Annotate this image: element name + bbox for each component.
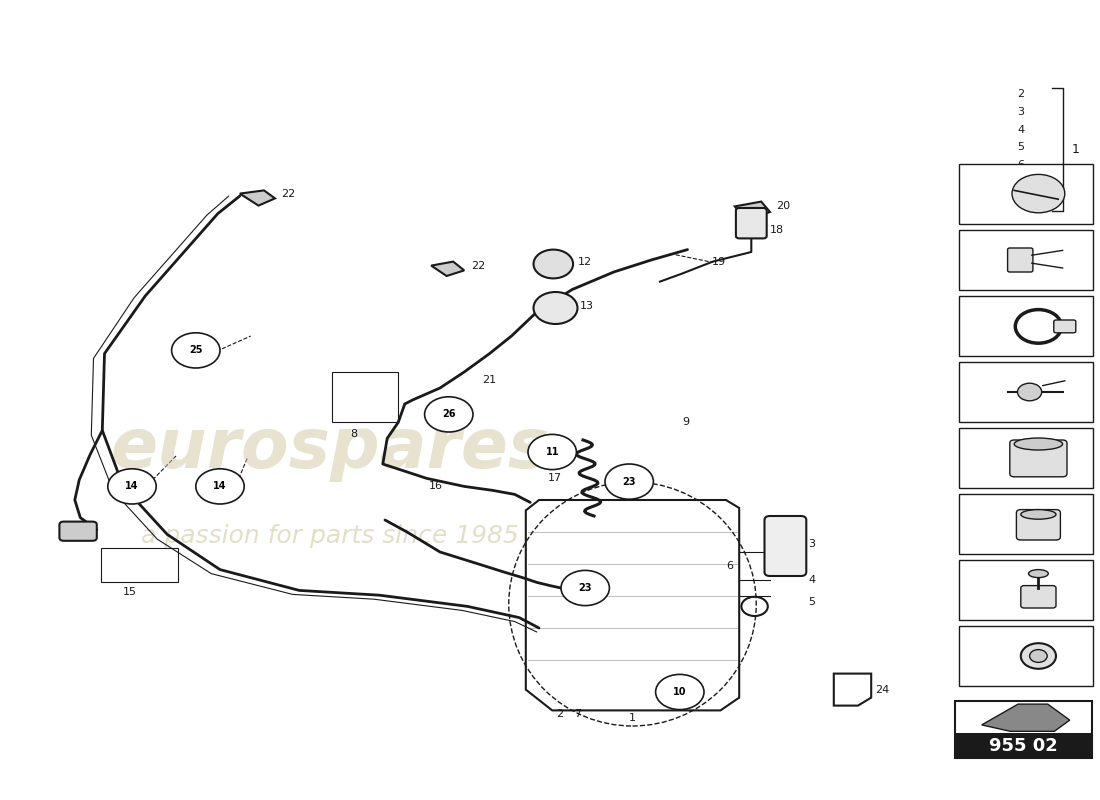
Ellipse shape — [1014, 438, 1063, 450]
Text: 17: 17 — [548, 474, 562, 483]
Text: 1: 1 — [629, 713, 636, 722]
Circle shape — [196, 469, 244, 504]
FancyBboxPatch shape — [1021, 586, 1056, 608]
Circle shape — [172, 333, 220, 368]
Text: 22: 22 — [282, 189, 296, 198]
FancyBboxPatch shape — [1054, 320, 1076, 333]
Text: 16: 16 — [429, 482, 443, 491]
Polygon shape — [431, 262, 464, 276]
FancyBboxPatch shape — [736, 208, 767, 238]
Text: 8: 8 — [351, 429, 358, 438]
Text: 11: 11 — [965, 568, 982, 581]
Circle shape — [561, 570, 609, 606]
Text: 23: 23 — [965, 305, 982, 318]
Text: 9: 9 — [682, 418, 689, 427]
Circle shape — [108, 469, 156, 504]
Text: 16: 16 — [1014, 195, 1027, 205]
Text: 13: 13 — [965, 435, 982, 449]
Text: 23: 23 — [623, 477, 636, 486]
Text: 2: 2 — [557, 709, 563, 718]
Text: 14: 14 — [125, 482, 139, 491]
Text: 12: 12 — [578, 258, 592, 267]
Text: 14: 14 — [965, 370, 982, 383]
Text: 13: 13 — [580, 302, 594, 311]
Ellipse shape — [1028, 570, 1048, 578]
Text: 2: 2 — [1018, 90, 1024, 99]
FancyBboxPatch shape — [955, 733, 1092, 758]
Circle shape — [1021, 643, 1056, 669]
Text: 25: 25 — [189, 346, 202, 355]
Polygon shape — [981, 704, 1069, 731]
FancyBboxPatch shape — [959, 297, 1093, 357]
Text: 10: 10 — [673, 687, 686, 697]
Polygon shape — [240, 190, 275, 206]
Text: 23: 23 — [579, 583, 592, 593]
Text: 4: 4 — [808, 575, 815, 585]
Text: a passion for parts since 1985: a passion for parts since 1985 — [141, 524, 519, 548]
Text: eurospares: eurospares — [110, 414, 550, 482]
FancyBboxPatch shape — [959, 494, 1093, 554]
FancyBboxPatch shape — [764, 516, 806, 576]
FancyBboxPatch shape — [59, 522, 97, 541]
Text: 21: 21 — [482, 375, 496, 385]
Text: 15: 15 — [123, 587, 138, 597]
Circle shape — [425, 397, 473, 432]
FancyBboxPatch shape — [959, 427, 1093, 487]
Circle shape — [1018, 383, 1042, 401]
FancyBboxPatch shape — [959, 362, 1093, 422]
FancyBboxPatch shape — [959, 164, 1093, 223]
Text: 10: 10 — [965, 634, 982, 647]
FancyBboxPatch shape — [1010, 440, 1067, 477]
Text: 4: 4 — [1018, 125, 1024, 134]
Text: 3: 3 — [808, 539, 815, 549]
Text: 5: 5 — [1018, 142, 1024, 152]
Text: 7: 7 — [574, 709, 581, 718]
Circle shape — [534, 292, 578, 324]
Text: 6: 6 — [1018, 160, 1024, 170]
Text: 24: 24 — [876, 685, 890, 694]
Text: 7: 7 — [1018, 178, 1024, 187]
Text: 1: 1 — [1071, 143, 1079, 156]
Text: 22: 22 — [471, 261, 485, 270]
FancyBboxPatch shape — [959, 560, 1093, 619]
FancyBboxPatch shape — [1008, 248, 1033, 272]
FancyBboxPatch shape — [959, 626, 1093, 686]
Ellipse shape — [1021, 510, 1056, 519]
Text: 18: 18 — [770, 225, 784, 234]
Circle shape — [1012, 174, 1065, 213]
FancyBboxPatch shape — [1016, 510, 1060, 540]
Polygon shape — [735, 202, 770, 220]
Circle shape — [534, 250, 573, 278]
Circle shape — [605, 464, 653, 499]
Text: 20: 20 — [777, 202, 791, 211]
FancyBboxPatch shape — [955, 701, 1092, 758]
Circle shape — [528, 434, 576, 470]
Circle shape — [656, 674, 704, 710]
Text: 26: 26 — [442, 410, 455, 419]
Text: 11: 11 — [546, 447, 559, 457]
Text: 6: 6 — [726, 562, 733, 571]
Text: 25: 25 — [965, 238, 982, 251]
Text: 26: 26 — [965, 172, 982, 185]
Text: 955 02: 955 02 — [989, 737, 1058, 754]
FancyBboxPatch shape — [959, 230, 1093, 290]
Text: 12: 12 — [965, 502, 982, 515]
Circle shape — [1030, 650, 1047, 662]
Text: 14: 14 — [213, 482, 227, 491]
Text: 3: 3 — [1018, 107, 1024, 117]
Text: 19: 19 — [712, 258, 726, 267]
Text: 5: 5 — [808, 597, 815, 606]
